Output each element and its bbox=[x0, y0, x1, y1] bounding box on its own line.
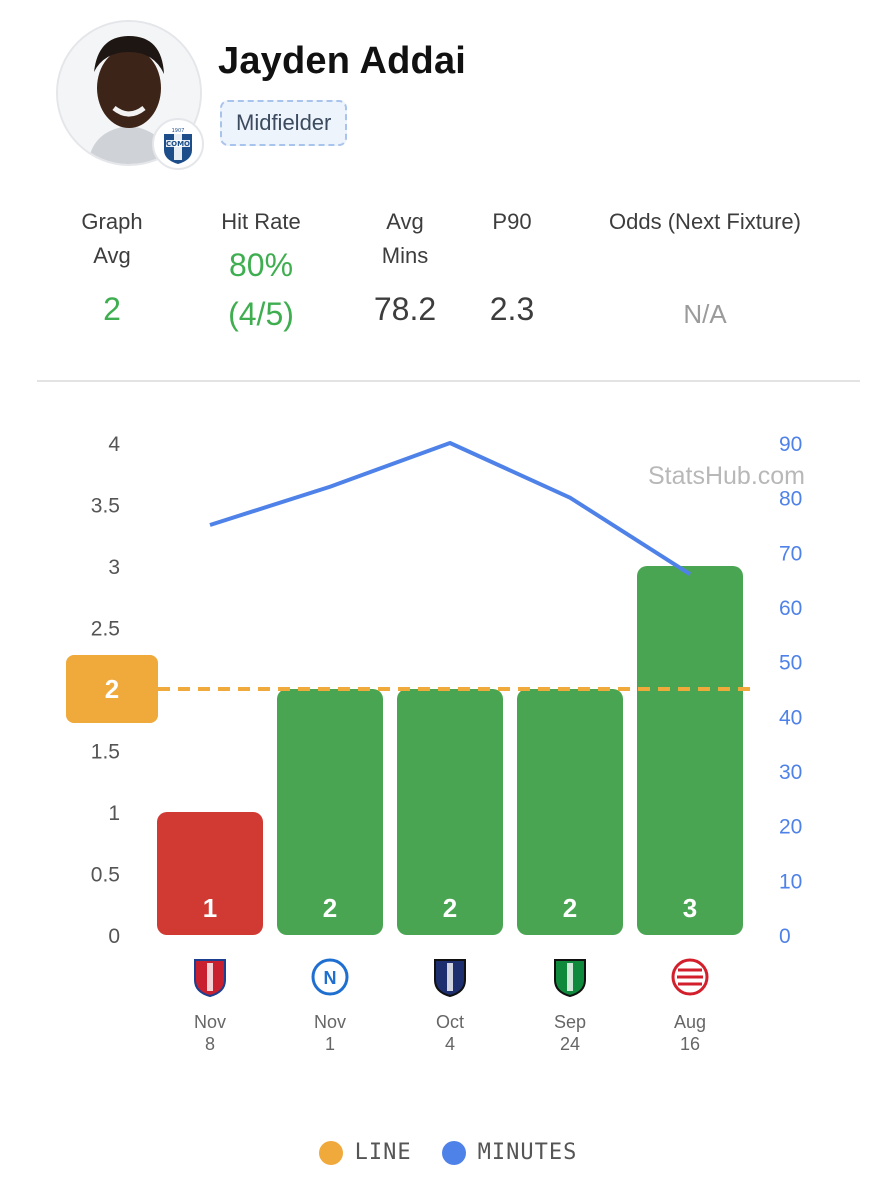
legend-dot-line bbox=[318, 1140, 343, 1165]
bar bbox=[517, 689, 623, 935]
performance-chart: 0 0.5 1 1.5 2 2.5 3 3.5 4 0 10 20 30 40 50 60 70 80 90 St… bbox=[66, 433, 805, 1054]
bar-value-label: 1 bbox=[203, 893, 217, 923]
y-left-tick-label: 3.5 bbox=[91, 495, 120, 518]
crest-stripe bbox=[567, 963, 573, 991]
stat-value: 78.2 bbox=[373, 291, 437, 327]
legend: LINE MINUTES bbox=[0, 1140, 896, 1165]
club-badge: COMO 1907 bbox=[152, 118, 204, 170]
line-badge-box bbox=[66, 655, 158, 723]
stat-label: Hit Rate bbox=[221, 209, 301, 234]
legend-item-line[interactable]: LINE bbox=[318, 1140, 412, 1165]
y-left-tick-label: 0 bbox=[108, 925, 120, 948]
stat-value: 2 bbox=[103, 291, 121, 327]
y-left-tick-label: 3 bbox=[108, 556, 120, 579]
y-right-tick-label: 90 bbox=[779, 433, 802, 456]
x-label-month: Aug bbox=[674, 1012, 706, 1032]
line-value-badge: 2 bbox=[66, 655, 158, 723]
bar bbox=[397, 689, 503, 935]
crest-stripe bbox=[207, 963, 213, 991]
atalanta-crest-icon bbox=[434, 959, 466, 998]
y-right-tick-label: 10 bbox=[779, 870, 802, 893]
x-label-day: 8 bbox=[205, 1034, 215, 1054]
stat-label: Graph bbox=[81, 209, 143, 234]
x-label-day: 24 bbox=[560, 1034, 580, 1054]
x-label-month: Sep bbox=[554, 1012, 586, 1032]
y-left-tick-label: 1.5 bbox=[91, 741, 120, 764]
x-label-month: Nov bbox=[314, 1012, 346, 1032]
stat-value: 2.3 bbox=[489, 291, 535, 327]
y-right-tick-label: 0 bbox=[779, 925, 791, 948]
position-badge[interactable]: Midfielder bbox=[220, 100, 348, 146]
y-right-tick-label: 20 bbox=[779, 816, 802, 839]
stat-label: P90 bbox=[492, 209, 532, 234]
bar bbox=[157, 812, 263, 935]
legend-label: MINUTES bbox=[477, 1140, 578, 1165]
bar bbox=[277, 689, 383, 935]
stat-graph-avg: Graph Avg 2 bbox=[62, 205, 162, 328]
legend-dot-minutes bbox=[441, 1140, 466, 1165]
y-right-tick-label: 30 bbox=[779, 761, 802, 784]
divider bbox=[37, 380, 860, 382]
player-name: Jayden Addai bbox=[218, 40, 467, 82]
player-photo-icon bbox=[58, 22, 200, 164]
watermark: StatsHub.com bbox=[648, 462, 805, 490]
napoli-crest-icon: N bbox=[311, 958, 349, 996]
crest-shape bbox=[311, 958, 349, 996]
bar bbox=[637, 566, 743, 935]
stat-p90: P90 2.3 bbox=[472, 205, 552, 328]
crest-stripes bbox=[677, 968, 703, 986]
bar-value-label: 2 bbox=[323, 893, 337, 923]
y-left-tick-label: 4 bbox=[108, 433, 120, 456]
y-left-tick-label: 1 bbox=[108, 802, 120, 825]
badge-text: COMO bbox=[166, 140, 190, 148]
left-axis: 0 0.5 1 1.5 2 2.5 3 3.5 4 bbox=[91, 433, 121, 948]
y-right-tick-label: 80 bbox=[779, 488, 802, 511]
line-badge-value: 2 bbox=[105, 674, 119, 704]
y-right-tick-label: 40 bbox=[779, 706, 802, 729]
y-right-tick-label: 50 bbox=[779, 652, 802, 675]
stat-label: Avg bbox=[93, 243, 131, 268]
stat-avg-mins: Avg Mins 78.2 bbox=[355, 205, 455, 328]
x-label-month: Oct bbox=[436, 1012, 464, 1032]
minutes-line bbox=[209, 441, 692, 576]
bar-value-label: 3 bbox=[683, 893, 697, 923]
badge-year: 1907 bbox=[172, 128, 185, 134]
stat-hit-rate: Hit Rate 80% (4/5) bbox=[196, 205, 326, 333]
stat-label: Mins bbox=[381, 243, 429, 268]
sassuolo-crest-icon bbox=[554, 959, 586, 998]
stat-label: Odds (Next Fixture) bbox=[609, 209, 801, 234]
legend-label: LINE bbox=[354, 1140, 412, 1165]
stat-percent: 80% bbox=[228, 247, 294, 283]
bars: 1 2 2 2 3 bbox=[157, 566, 743, 935]
bar-value-label: 2 bbox=[443, 893, 457, 923]
bar-value-label: 2 bbox=[563, 893, 577, 923]
player-avatar bbox=[56, 20, 202, 166]
sudtirol-crest-icon bbox=[671, 958, 709, 996]
stat-label: Avg bbox=[386, 209, 424, 234]
x-label-day: 16 bbox=[680, 1034, 700, 1054]
y-left-tick-label: 0.5 bbox=[91, 864, 120, 887]
x-label-day: 4 bbox=[445, 1034, 455, 1054]
legend-item-minutes[interactable]: MINUTES bbox=[441, 1140, 578, 1165]
crest-letter: N bbox=[324, 968, 337, 988]
crest-stripe bbox=[447, 963, 453, 991]
cagliari-crest-icon bbox=[194, 959, 226, 998]
stat-value: N/A bbox=[683, 299, 727, 329]
stat-value: (4/5) bbox=[228, 296, 294, 332]
right-axis: 0 10 20 30 40 50 60 70 80 90 bbox=[779, 433, 802, 948]
y-right-tick-label: 60 bbox=[779, 597, 802, 620]
y-left-tick-label: 2.5 bbox=[91, 618, 120, 641]
y-right-tick-label: 70 bbox=[779, 542, 802, 565]
stat-odds: Odds (Next Fixture) N/A bbox=[592, 205, 818, 330]
como-crest-icon: COMO 1907 bbox=[164, 128, 192, 164]
x-label-month: Nov bbox=[194, 1012, 226, 1032]
x-label-day: 1 bbox=[325, 1034, 335, 1054]
